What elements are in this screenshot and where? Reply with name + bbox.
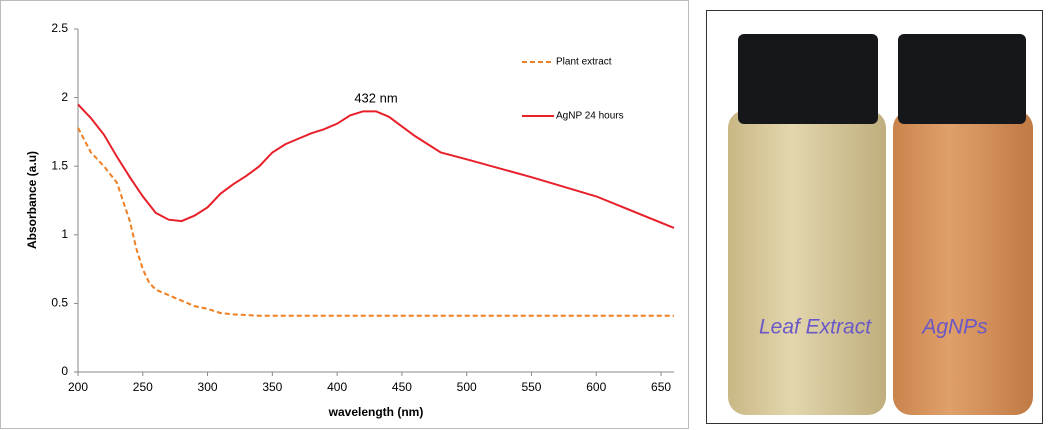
bottle [893, 110, 1033, 415]
bottle [728, 110, 886, 415]
x-tick-label: 450 [392, 380, 412, 394]
y-axis-label: Absorbance (a.u) [25, 151, 39, 249]
x-axis-label: wavelength (nm) [328, 405, 424, 419]
chart-frame [0, 0, 689, 429]
x-tick-label: 300 [198, 380, 218, 394]
y-tick-label: 1.5 [51, 158, 68, 172]
x-tick-label: 200 [68, 380, 88, 394]
x-tick-label: 400 [327, 380, 347, 394]
line-series [77, 103, 675, 229]
y-tick-label: 1 [61, 227, 68, 241]
legend-label: AgNP 24 hours [556, 111, 624, 122]
annotation: 432 nm [354, 90, 397, 105]
x-tick-label: 350 [262, 380, 282, 394]
y-tick-label: 2 [61, 90, 68, 104]
x-tick-label: 600 [586, 380, 606, 394]
y-tick-label: 0 [61, 364, 68, 378]
y-tick-label: 0.5 [51, 296, 68, 310]
x-tick-label: 250 [133, 380, 153, 394]
y-tick-label: 2.5 [51, 21, 68, 35]
photo-label: Leaf Extract [759, 316, 872, 339]
legend-label: Plant extract [556, 57, 612, 68]
photo: Leaf Extract AgNPs [706, 10, 1043, 424]
photo-label: AgNPs [920, 316, 988, 339]
x-tick-label: 550 [521, 380, 541, 394]
cap [738, 34, 878, 124]
x-tick-label: 500 [457, 380, 477, 394]
cap [898, 34, 1026, 124]
x-tick-label: 650 [651, 380, 671, 394]
